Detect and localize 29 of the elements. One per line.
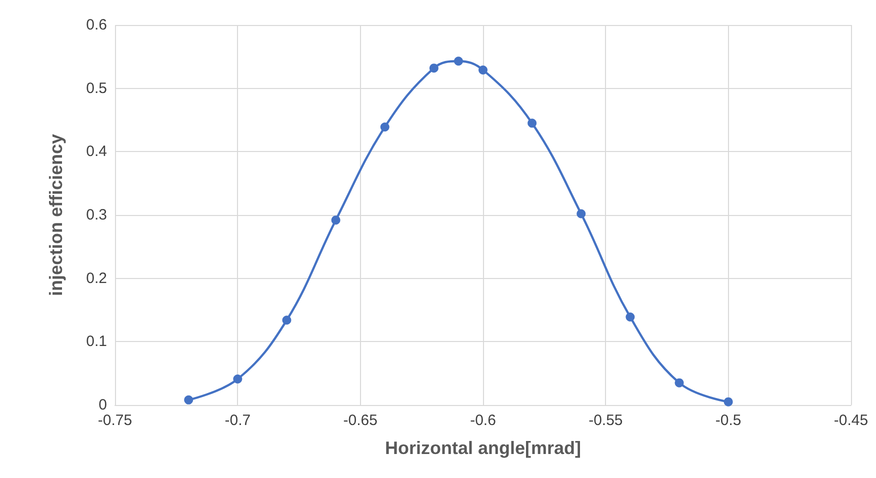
x-tick-label: -0.7 [224,412,251,429]
point [184,395,194,404]
x-tick-label: -0.75 [98,412,132,429]
x-tick-label: -0.6 [470,412,496,429]
point [576,209,586,218]
point [429,64,438,73]
y-axis-title: injection efficiency [46,134,66,296]
point [454,56,463,66]
x-tick-label: -0.45 [834,412,868,429]
point [478,65,488,74]
point [233,374,242,384]
x-tick-label: -0.55 [588,412,623,429]
y-tick-label: 0.5 [86,80,107,97]
x-tick-label: -0.5 [715,412,742,429]
point [331,216,340,225]
point [674,378,684,388]
y-tick-label: 0 [98,396,107,414]
point [626,312,635,322]
y-tick-label: 0.2 [86,270,107,287]
x-axis-title: Horizontal angle[mrad] [384,438,582,458]
point [724,397,733,406]
y-tick-label: 0.4 [86,143,107,160]
y-tick-label: 0.1 [86,333,107,350]
y-tick-label: 0.6 [86,16,107,34]
y-tick-label: 0.3 [86,206,107,224]
x-tick-label: -0.65 [343,412,378,429]
point [528,118,537,128]
point [380,122,390,132]
point [282,316,292,325]
